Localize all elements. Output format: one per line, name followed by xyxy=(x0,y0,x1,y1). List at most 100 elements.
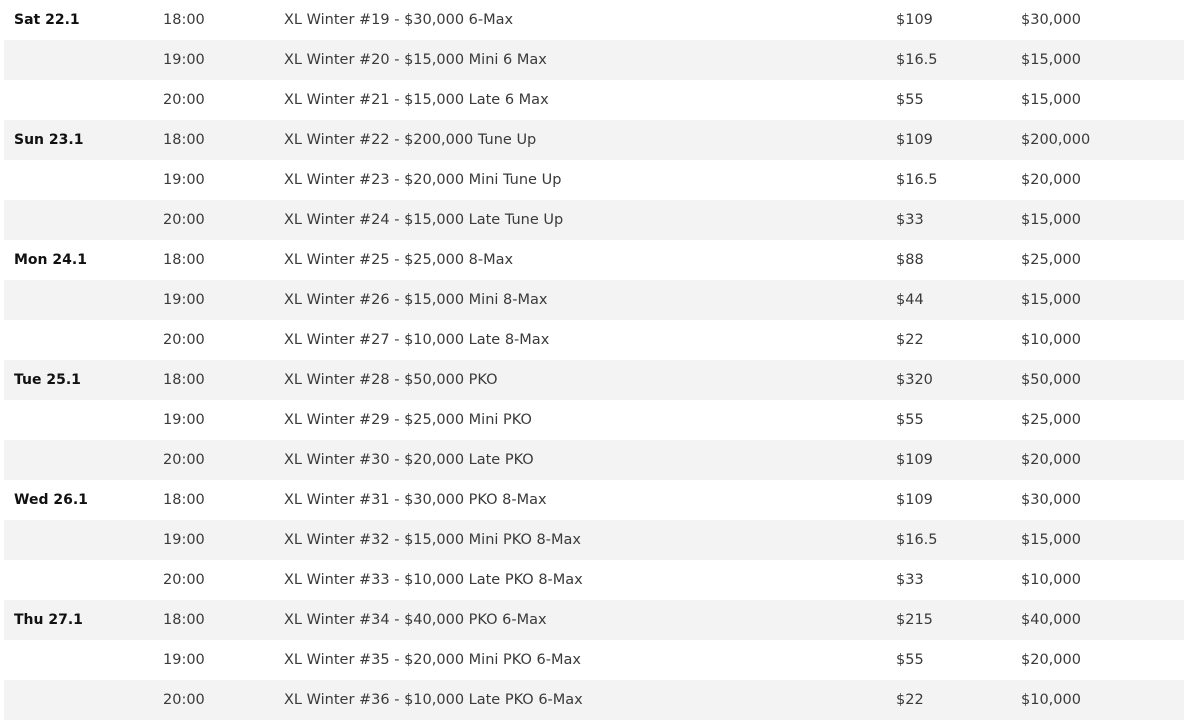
time-cell: 20:00 xyxy=(163,332,205,348)
day-cell: Thu 27.1 xyxy=(14,612,83,628)
time-cell: 19:00 xyxy=(163,652,205,668)
table-row: 20:00 XL Winter #33 - $10,000 Late PKO 8-… xyxy=(4,560,1184,600)
table-row: Mon 24.1 18:00 XL Winter #25 - $25,000 8-M… xyxy=(4,240,1184,280)
tournament-name-cell: XL Winter #27 - $10,000 Late 8-Max xyxy=(284,332,550,348)
table-row: 19:00 XL Winter #35 - $20,000 Mini PKO 6-… xyxy=(4,640,1184,680)
tournament-name-cell: XL Winter #23 - $20,000 Mini Tune Up xyxy=(284,172,562,188)
tournament-name-cell: XL Winter #36 - $10,000 Late PKO 6-Max xyxy=(284,692,583,708)
guarantee-cell: $20,000 xyxy=(1021,452,1081,468)
time-cell: 20:00 xyxy=(163,572,205,588)
tournament-name-cell: XL Winter #34 - $40,000 PKO 6-Max xyxy=(284,612,547,628)
day-cell xyxy=(4,400,163,440)
time-cell: 20:00 xyxy=(163,452,205,468)
schedule-rows: Sat 22.1 18:00 XL Winter #19 - $30,000 6-M… xyxy=(4,0,1184,720)
tournament-name-cell: XL Winter #25 - $25,000 8-Max xyxy=(284,252,514,268)
buyin-cell: $109 xyxy=(896,492,933,508)
day-cell xyxy=(4,560,163,600)
guarantee-cell: $10,000 xyxy=(1021,692,1081,708)
buyin-cell: $16.5 xyxy=(896,172,938,188)
day-cell xyxy=(4,680,163,720)
day-cell xyxy=(4,40,163,80)
tournament-name-cell: XL Winter #26 - $15,000 Mini 8-Max xyxy=(284,292,548,308)
buyin-cell: $109 xyxy=(896,12,933,28)
tournament-name-cell: XL Winter #21 - $15,000 Late 6 Max xyxy=(284,92,549,108)
day-cell xyxy=(4,280,163,320)
buyin-cell: $88 xyxy=(896,252,924,268)
table-row: 20:00 XL Winter #27 - $10,000 Late 8-Max $… xyxy=(4,320,1184,360)
buyin-cell: $55 xyxy=(896,92,924,108)
tournament-name-cell: XL Winter #20 - $15,000 Mini 6 Max xyxy=(284,52,547,68)
table-row: Sun 23.1 18:00 XL Winter #22 - $200,000 Tu… xyxy=(4,120,1184,160)
time-cell: 19:00 xyxy=(163,412,205,428)
tournament-name-cell: XL Winter #19 - $30,000 6-Max xyxy=(284,12,514,28)
day-cell xyxy=(4,640,163,680)
table-row: 20:00 XL Winter #24 - $15,000 Late Tune U… xyxy=(4,200,1184,240)
tournament-name-cell: XL Winter #30 - $20,000 Late PKO xyxy=(284,452,534,468)
guarantee-cell: $200,000 xyxy=(1021,132,1091,148)
table-row: 19:00 XL Winter #23 - $20,000 Mini Tune U… xyxy=(4,160,1184,200)
buyin-cell: $22 xyxy=(896,332,924,348)
table-row: Wed 26.1 18:00 XL Winter #31 - $30,000 PKO… xyxy=(4,480,1184,520)
buyin-cell: $320 xyxy=(896,372,933,388)
table-row: Thu 27.1 18:00 XL Winter #34 - $40,000 PKO… xyxy=(4,600,1184,640)
day-cell xyxy=(4,320,163,360)
day-cell: Sat 22.1 xyxy=(14,12,80,28)
buyin-cell: $215 xyxy=(896,612,933,628)
buyin-cell: $33 xyxy=(896,212,924,228)
day-cell xyxy=(4,160,163,200)
time-cell: 20:00 xyxy=(163,212,205,228)
guarantee-cell: $25,000 xyxy=(1021,412,1081,428)
tournament-name-cell: XL Winter #29 - $25,000 Mini PKO xyxy=(284,412,532,428)
guarantee-cell: $20,000 xyxy=(1021,652,1081,668)
time-cell: 18:00 xyxy=(163,372,205,388)
table-row: 19:00 XL Winter #26 - $15,000 Mini 8-Max $… xyxy=(4,280,1184,320)
tournament-name-cell: XL Winter #31 - $30,000 PKO 8-Max xyxy=(284,492,547,508)
buyin-cell: $16.5 xyxy=(896,52,938,68)
day-cell: Tue 25.1 xyxy=(14,372,81,388)
guarantee-cell: $10,000 xyxy=(1021,332,1081,348)
table-row: 20:00 XL Winter #21 - $15,000 Late 6 Max $… xyxy=(4,80,1184,120)
guarantee-cell: $15,000 xyxy=(1021,532,1081,548)
buyin-cell: $109 xyxy=(896,132,933,148)
buyin-cell: $16.5 xyxy=(896,532,938,548)
guarantee-cell: $15,000 xyxy=(1021,292,1081,308)
time-cell: 18:00 xyxy=(163,252,205,268)
buyin-cell: $55 xyxy=(896,652,924,668)
buyin-cell: $44 xyxy=(896,292,924,308)
guarantee-cell: $20,000 xyxy=(1021,172,1081,188)
time-cell: 19:00 xyxy=(163,172,205,188)
guarantee-cell: $15,000 xyxy=(1021,52,1081,68)
guarantee-cell: $30,000 xyxy=(1021,12,1081,28)
time-cell: 18:00 xyxy=(163,12,205,28)
table-row: Sat 22.1 18:00 XL Winter #19 - $30,000 6-M… xyxy=(4,0,1184,40)
tournament-name-cell: XL Winter #28 - $50,000 PKO xyxy=(284,372,498,388)
time-cell: 19:00 xyxy=(163,532,205,548)
day-cell xyxy=(4,200,163,240)
day-cell: Sun 23.1 xyxy=(14,132,84,148)
day-cell xyxy=(4,520,163,560)
guarantee-cell: $50,000 xyxy=(1021,372,1081,388)
day-cell: Wed 26.1 xyxy=(14,492,88,508)
guarantee-cell: $15,000 xyxy=(1021,212,1081,228)
tournament-name-cell: XL Winter #22 - $200,000 Tune Up xyxy=(284,132,537,148)
time-cell: 18:00 xyxy=(163,132,205,148)
day-cell xyxy=(4,440,163,480)
time-cell: 18:00 xyxy=(163,492,205,508)
time-cell: 20:00 xyxy=(163,92,205,108)
day-cell: Mon 24.1 xyxy=(14,252,87,268)
buyin-cell: $22 xyxy=(896,692,924,708)
table-row: Tue 25.1 18:00 XL Winter #28 - $50,000 PKO… xyxy=(4,360,1184,400)
tournament-schedule-table: Sat 22.1 18:00 XL Winter #19 - $30,000 6-M… xyxy=(4,0,1184,720)
guarantee-cell: $15,000 xyxy=(1021,92,1081,108)
buyin-cell: $33 xyxy=(896,572,924,588)
tournament-name-cell: XL Winter #35 - $20,000 Mini PKO 6-Max xyxy=(284,652,581,668)
guarantee-cell: $30,000 xyxy=(1021,492,1081,508)
time-cell: 20:00 xyxy=(163,692,205,708)
time-cell: 18:00 xyxy=(163,612,205,628)
tournament-name-cell: XL Winter #33 - $10,000 Late PKO 8-Max xyxy=(284,572,583,588)
guarantee-cell: $10,000 xyxy=(1021,572,1081,588)
table-row: 19:00 XL Winter #20 - $15,000 Mini 6 Max $… xyxy=(4,40,1184,80)
time-cell: 19:00 xyxy=(163,52,205,68)
buyin-cell: $109 xyxy=(896,452,933,468)
tournament-name-cell: XL Winter #32 - $15,000 Mini PKO 8-Max xyxy=(284,532,581,548)
